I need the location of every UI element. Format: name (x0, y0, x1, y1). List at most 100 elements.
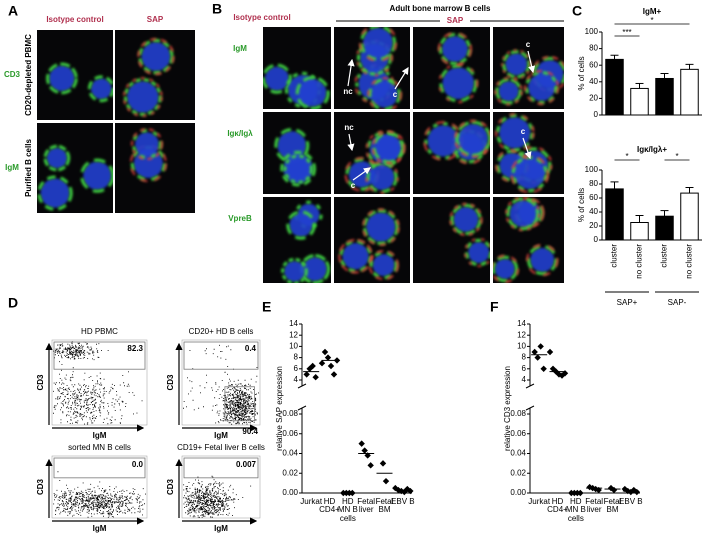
axis-break (297, 383, 307, 389)
membrane-stain (87, 75, 113, 103)
gate (183, 341, 259, 370)
data-point (627, 488, 635, 496)
event-dots (183, 344, 259, 425)
data-point (379, 460, 387, 467)
membrane-stain (123, 78, 162, 116)
data-point (303, 371, 310, 378)
y-tick-label: 12 (289, 330, 298, 339)
nucleus (298, 79, 327, 107)
bar (630, 87, 649, 116)
x-tick-label: Fetal liver (585, 497, 604, 515)
membrane-stain (450, 203, 482, 235)
x-tick-label: Fetal BM (603, 497, 622, 515)
y-tick-label: 4 (522, 375, 527, 384)
data-point (367, 462, 374, 469)
data-point (312, 374, 319, 381)
panel-letter: F (490, 299, 499, 315)
y-tick-label: 60 (589, 193, 598, 202)
sap-stain (123, 77, 163, 117)
plot-frame (51, 455, 148, 519)
micrograph (115, 123, 195, 213)
micrograph (413, 27, 490, 109)
y-tick-label: 10 (517, 342, 526, 351)
membrane-stain (363, 209, 399, 245)
x-tick-label: Jurkat (300, 497, 323, 506)
x-axis-label: IgM (93, 431, 107, 440)
nucleus (284, 260, 305, 282)
nucleus (83, 161, 112, 190)
data-point (382, 477, 390, 485)
panel-letter: C (572, 3, 582, 19)
gate (53, 341, 146, 370)
axis-break (525, 405, 535, 411)
x-tick-label: HD MN B cells (565, 497, 586, 523)
x-axis-label: IgM (214, 524, 228, 533)
nucleus (289, 213, 313, 237)
membrane-stain (495, 78, 522, 105)
y-tick-label: 0.06 (510, 429, 526, 438)
sap-stain (449, 202, 483, 236)
row-marker: IgM (5, 163, 19, 172)
nucleus (363, 27, 394, 58)
data-point (537, 343, 544, 350)
membrane-stain (439, 64, 478, 103)
nucleus (366, 212, 396, 242)
callout: nc (344, 123, 354, 132)
y-tick-label: 0.00 (282, 488, 298, 497)
membrane-stain (502, 50, 531, 79)
y-tick-label: 80 (589, 44, 598, 53)
callout: c (526, 40, 531, 49)
nucleus (505, 53, 528, 76)
x-tick-label: EBV B (619, 497, 643, 506)
data-point (324, 354, 332, 361)
sap-stain (494, 77, 523, 106)
chart-title: Igκ/Igλ+ (637, 145, 667, 154)
micrograph (413, 112, 490, 194)
nucleus (494, 258, 516, 280)
significance: *** (622, 28, 631, 37)
nucleus (441, 35, 468, 63)
y-axis-label: CD3 (166, 374, 175, 391)
nucleus (498, 81, 519, 102)
membrane-stain (496, 114, 534, 152)
plot-frame (51, 339, 148, 426)
plot-title: sorted MN B cells (68, 442, 131, 452)
membrane-stain (366, 161, 398, 194)
y-tick-label: 6 (294, 364, 299, 373)
gate-value: 90.4 (242, 427, 258, 436)
nucleus (528, 73, 556, 101)
membrane-stain (368, 78, 401, 109)
sap-stain (362, 208, 400, 246)
nucleus (40, 178, 70, 208)
row-marker: Igκ/Igλ (227, 129, 253, 138)
membrane-stain (80, 158, 113, 193)
data-point (330, 371, 338, 378)
y-axis-label: % of cells (577, 56, 586, 90)
sap-stain (524, 70, 559, 105)
column-header: Isotype control (46, 15, 103, 24)
membrane-stain (37, 175, 73, 211)
membrane-stain (360, 27, 397, 61)
membrane-stain (286, 210, 316, 240)
data-point (361, 447, 368, 454)
x-tick-label: Jurkat (528, 497, 551, 506)
nucleus (90, 78, 112, 100)
x-tick-label: HD MN B cells (337, 497, 358, 523)
panel-letter: B (212, 1, 222, 17)
bar (680, 192, 699, 241)
significance: * (675, 152, 678, 161)
membrane-stain (138, 38, 174, 75)
y-tick-label: 8 (522, 353, 527, 362)
callout-arrow (522, 137, 532, 160)
nucleus (286, 157, 310, 181)
micrograph (334, 112, 410, 194)
y-tick-label: 8 (294, 353, 299, 362)
y-tick-label: 0.00 (510, 488, 526, 497)
x-tick-label: cluster (610, 244, 619, 268)
data-point (534, 354, 541, 361)
y-tick-label: 0.02 (282, 468, 298, 477)
nucleus (46, 147, 68, 169)
nucleus (49, 65, 75, 92)
callout: c (351, 181, 356, 190)
sap-stain (368, 250, 399, 281)
